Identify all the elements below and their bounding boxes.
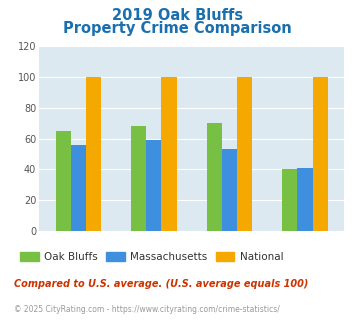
Bar bbox=[297, 168, 313, 231]
Legend: Oak Bluffs, Massachusetts, National: Oak Bluffs, Massachusetts, National bbox=[16, 248, 287, 266]
Bar bbox=[162, 77, 176, 231]
Bar bbox=[86, 77, 101, 231]
Text: 2019 Oak Bluffs: 2019 Oak Bluffs bbox=[112, 8, 243, 23]
Bar bbox=[56, 131, 71, 231]
Bar bbox=[71, 145, 86, 231]
Bar bbox=[146, 140, 162, 231]
Text: Property Crime Comparison: Property Crime Comparison bbox=[63, 21, 292, 36]
Bar bbox=[222, 149, 237, 231]
Bar bbox=[237, 77, 252, 231]
Bar bbox=[131, 126, 146, 231]
Bar bbox=[313, 77, 328, 231]
Bar bbox=[207, 123, 222, 231]
Text: © 2025 CityRating.com - https://www.cityrating.com/crime-statistics/: © 2025 CityRating.com - https://www.city… bbox=[14, 305, 280, 314]
Bar bbox=[282, 169, 297, 231]
Text: Compared to U.S. average. (U.S. average equals 100): Compared to U.S. average. (U.S. average … bbox=[14, 279, 308, 289]
